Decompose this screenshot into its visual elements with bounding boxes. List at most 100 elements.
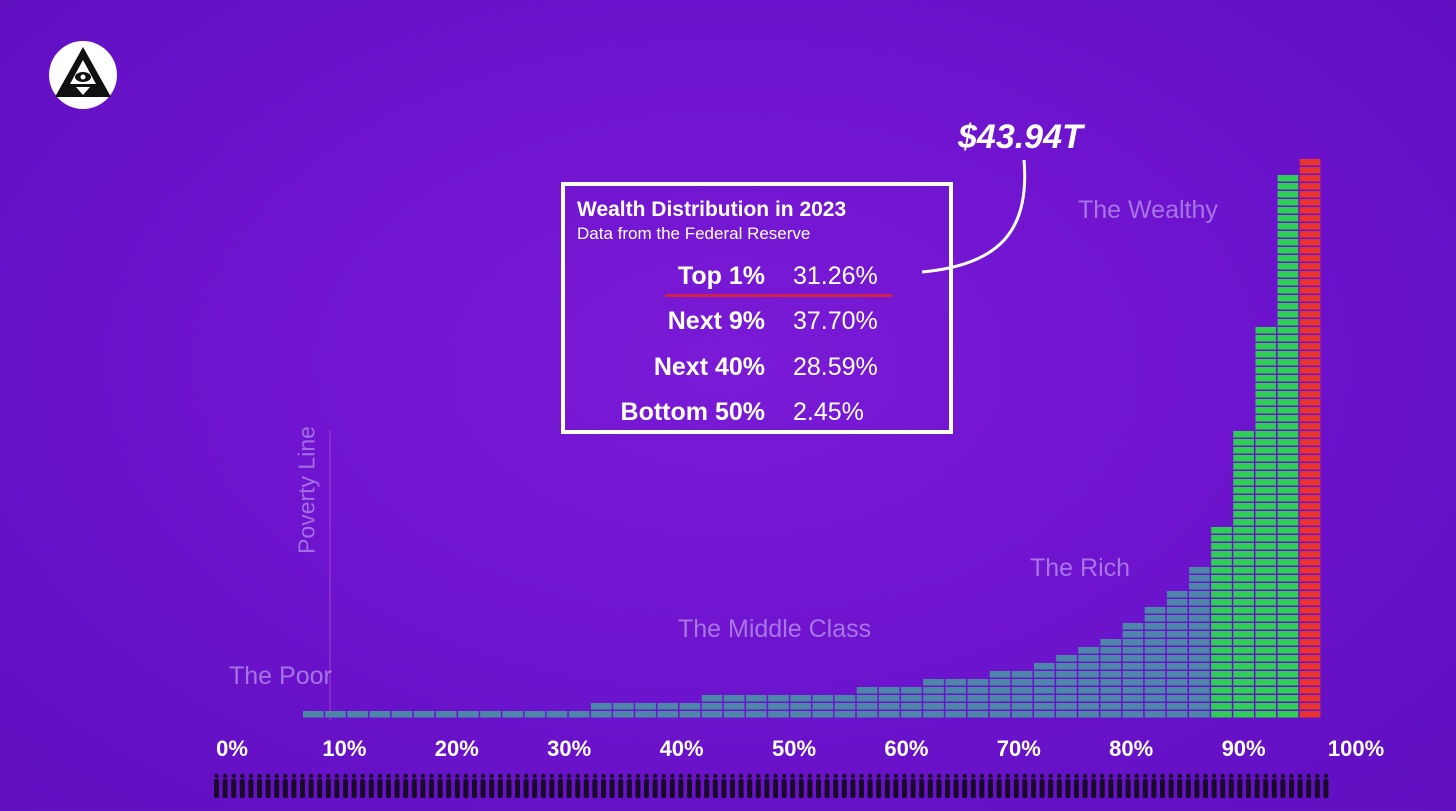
person-icon (807, 773, 813, 798)
bar-block (1255, 479, 1277, 486)
info-box-subtitle: Data from the Federal Reserve (577, 224, 811, 243)
bar-block (1211, 711, 1232, 718)
bar-block (1277, 415, 1299, 422)
bar-block (1233, 543, 1254, 550)
bar-block (1299, 239, 1321, 246)
bar-block (1299, 679, 1321, 686)
bar-29 (945, 679, 966, 718)
bar-block (901, 695, 922, 702)
bar-15 (635, 703, 656, 718)
bar-block (1011, 679, 1033, 686)
bar-block (1211, 535, 1232, 542)
bar-block (1299, 303, 1321, 310)
bar-block (613, 703, 634, 710)
bar-block (701, 695, 723, 702)
bar-block (1277, 583, 1299, 590)
bar-block (1299, 407, 1321, 414)
top-1-total-label: $43.94T (958, 118, 1083, 156)
bar-block (768, 703, 789, 710)
bar-block (1189, 591, 1210, 598)
row-value: 2.45% (793, 398, 864, 426)
person-icon (1271, 773, 1277, 798)
bar-block (1277, 615, 1299, 622)
bar-block (1255, 511, 1277, 518)
bar-block (1299, 423, 1321, 430)
bar-block (1122, 647, 1144, 654)
bar-block (1299, 655, 1321, 662)
bar-block (657, 703, 679, 710)
person-icon (325, 773, 331, 798)
bar-19 (723, 695, 745, 718)
bar-block (1233, 551, 1254, 558)
row-label: Bottom 50% (620, 398, 765, 426)
bar-block (1033, 663, 1055, 670)
bar-block (1211, 583, 1232, 590)
x-tick-label: 40% (659, 736, 704, 761)
bar-block (1277, 351, 1299, 358)
bar-block (1255, 327, 1277, 334)
bar-block (1122, 655, 1144, 662)
bar-block (1299, 543, 1321, 550)
bar-33 (1033, 663, 1055, 718)
bar-block (1277, 671, 1299, 678)
bar-44 (1277, 175, 1299, 718)
bar-block (1122, 639, 1144, 646)
bar-block (679, 703, 701, 710)
bar-block (1299, 351, 1321, 358)
bar-block (1233, 431, 1254, 438)
person-icon (532, 773, 538, 798)
person-icon (816, 773, 821, 798)
population-icons (214, 773, 1329, 798)
person-icon (773, 773, 778, 798)
bar-block (1233, 463, 1254, 470)
bar-block (989, 711, 1011, 718)
person-icon (1220, 773, 1226, 798)
bar-block (1233, 695, 1254, 702)
poverty-line-label: Poverty Line (293, 426, 320, 554)
bar-block (1277, 287, 1299, 294)
bar-block (1189, 679, 1210, 686)
person-icon (1099, 773, 1105, 798)
bar-block (369, 711, 391, 718)
bar-block (1211, 551, 1232, 558)
bar-block (1255, 671, 1277, 678)
bar-41 (1211, 527, 1232, 718)
bar-18 (701, 695, 723, 718)
top-1-underline (665, 294, 893, 297)
person-icon (248, 773, 254, 798)
bar-12 (568, 711, 590, 718)
person-icon (738, 773, 744, 798)
person-icon (592, 773, 598, 798)
person-icon (1323, 773, 1329, 798)
bar-block (1299, 615, 1321, 622)
bar-block (1277, 431, 1299, 438)
person-icon (859, 773, 864, 798)
bar-block (1277, 367, 1299, 374)
bar-block (1211, 695, 1232, 702)
bar-block (1277, 311, 1299, 318)
bar-block (1277, 543, 1299, 550)
bar-block (1299, 495, 1321, 502)
bar-block (1189, 583, 1210, 590)
bar-block (1299, 399, 1321, 406)
bar-block (1255, 503, 1277, 510)
bar-block (1166, 687, 1188, 694)
bar-block (1299, 519, 1321, 526)
bar-block (923, 679, 944, 686)
bar-block (1277, 327, 1299, 334)
bar-9 (502, 711, 523, 718)
bar-block (1233, 655, 1254, 662)
person-icon (1151, 773, 1157, 798)
person-icon (257, 773, 262, 798)
bar-block (1144, 695, 1166, 702)
person-icon (1160, 773, 1165, 798)
bar-block (1189, 575, 1210, 582)
bar-block (1277, 487, 1299, 494)
bar-block (1299, 359, 1321, 366)
bar-block (1211, 607, 1232, 614)
row-value: 28.59% (793, 353, 878, 381)
person-icon (360, 773, 366, 798)
bar-block (834, 695, 856, 702)
bar-block (1056, 663, 1077, 670)
